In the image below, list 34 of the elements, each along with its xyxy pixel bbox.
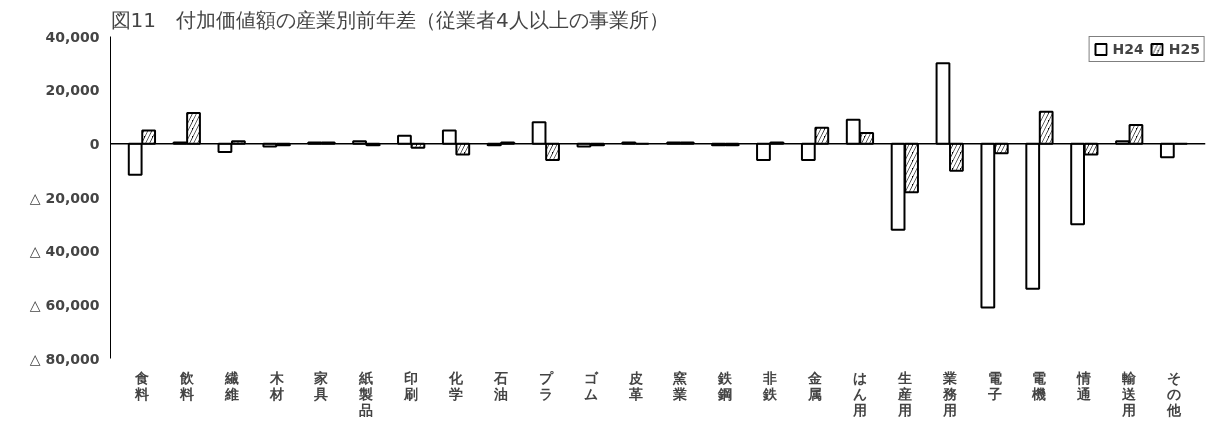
x-tick-label: その他 [1166, 369, 1183, 418]
x-tick-label: 食料 [133, 369, 149, 402]
x-tick-label: 繊維 [223, 369, 239, 402]
x-tick-label: 印刷 [403, 369, 419, 402]
x-tick-label: プラ [538, 369, 554, 402]
x-tick-label: 非鉄 [762, 369, 779, 402]
y-tick-label: 40,000 [45, 28, 100, 45]
x-tick-label: はん用 [851, 369, 867, 418]
chart-title: 図11 付加価値額の産業別前年差（従業者4人以上の事業所） [110, 7, 669, 32]
y-tick-label: △ 40,000 [29, 243, 100, 260]
legend-label: H24 [1112, 41, 1144, 57]
y-tick-label: 20,000 [45, 82, 100, 99]
x-tick-label: 飲料 [178, 369, 195, 402]
x-tick-label: 情通 [1076, 369, 1093, 402]
x-tick-label: 電機 [1031, 369, 1047, 402]
x-tick-label: 金属 [807, 369, 824, 402]
x-tick-label: 鉄鋼 [717, 369, 734, 402]
x-tick-label: 石油 [492, 369, 508, 402]
x-tick-label: 家具 [313, 369, 329, 402]
legend-label: H25 [1168, 41, 1200, 57]
x-tick-label: 生産用 [896, 369, 912, 418]
y-tick-label: 0 [89, 135, 100, 152]
x-tick-label: 紙製品 [358, 369, 374, 418]
x-tick-label: 木材 [268, 369, 285, 402]
x-tick-label: 化学 [448, 369, 465, 402]
x-tick-label: 窯業 [672, 369, 688, 402]
x-tick-label: 輸送用 [1121, 369, 1138, 418]
y-tick-label: △ 20,000 [29, 189, 100, 206]
y-tick-label: △ 60,000 [29, 296, 100, 313]
y-tick-label: △ 80,000 [29, 350, 100, 367]
x-tick-label: 業務用 [941, 369, 958, 418]
x-tick-label: ゴム [583, 369, 599, 402]
x-tick-label: 皮革 [627, 369, 643, 402]
x-tick-label: 電子 [986, 369, 1002, 402]
